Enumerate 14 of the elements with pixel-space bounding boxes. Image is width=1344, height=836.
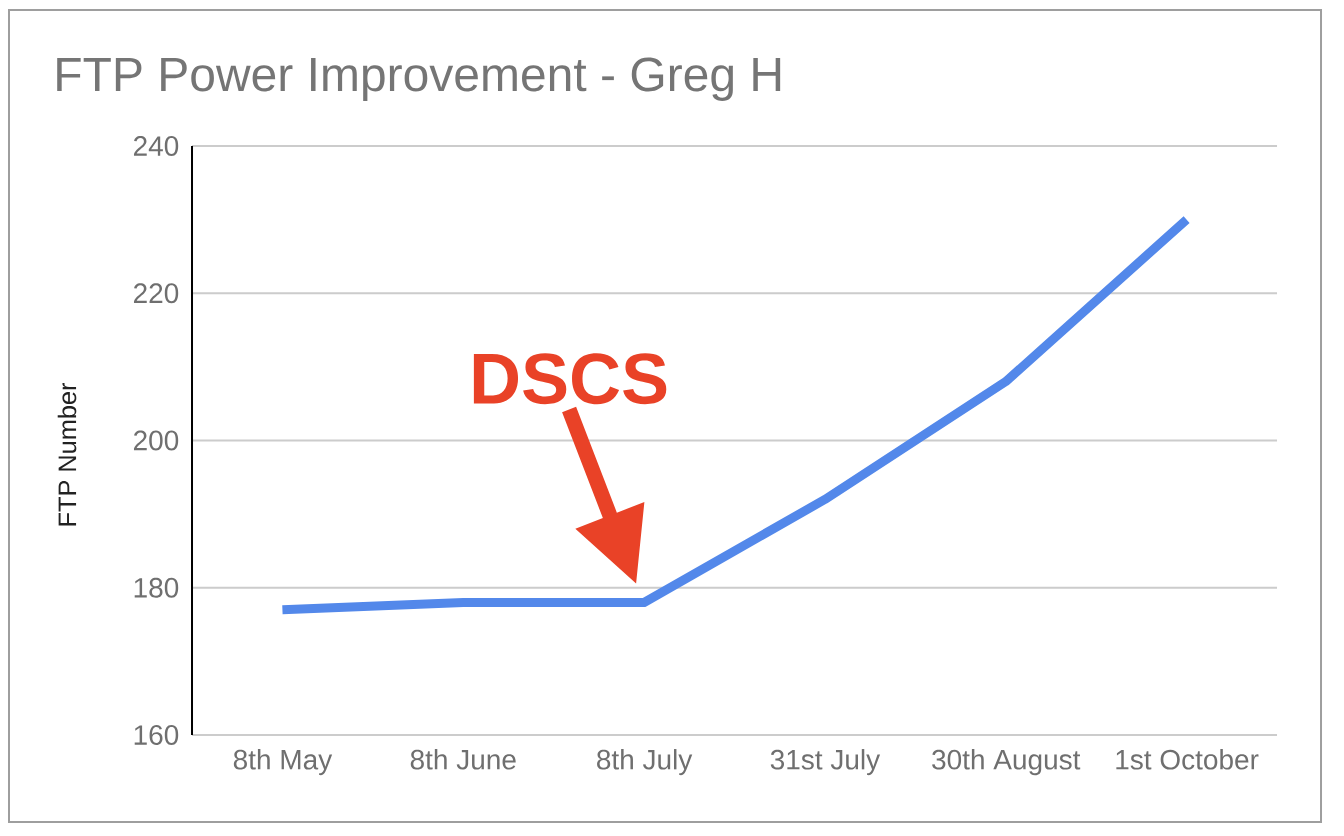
y-tick-label: 160 [134, 725, 179, 745]
chart-title: FTP Power Improvement - Greg H [57, 57, 781, 101]
y-tick-label: 240 [133, 136, 179, 156]
x-tick-label: 8th June [410, 749, 516, 770]
y-axis-title: FTP Number [57, 382, 77, 526]
y-tick-label: 220 [133, 283, 179, 304]
x-tick-label: 1st October [1116, 749, 1259, 770]
annotation: DSCS [473, 353, 667, 405]
x-tick-label: 31st July [770, 749, 881, 776]
x-tick-label: 30th August [932, 749, 1081, 776]
y-tick-label: 200 [133, 430, 179, 451]
x-tick-label: 8th May [233, 749, 333, 776]
y-tick-label: 180 [134, 577, 179, 598]
x-tick-label: 8th July [597, 749, 693, 776]
